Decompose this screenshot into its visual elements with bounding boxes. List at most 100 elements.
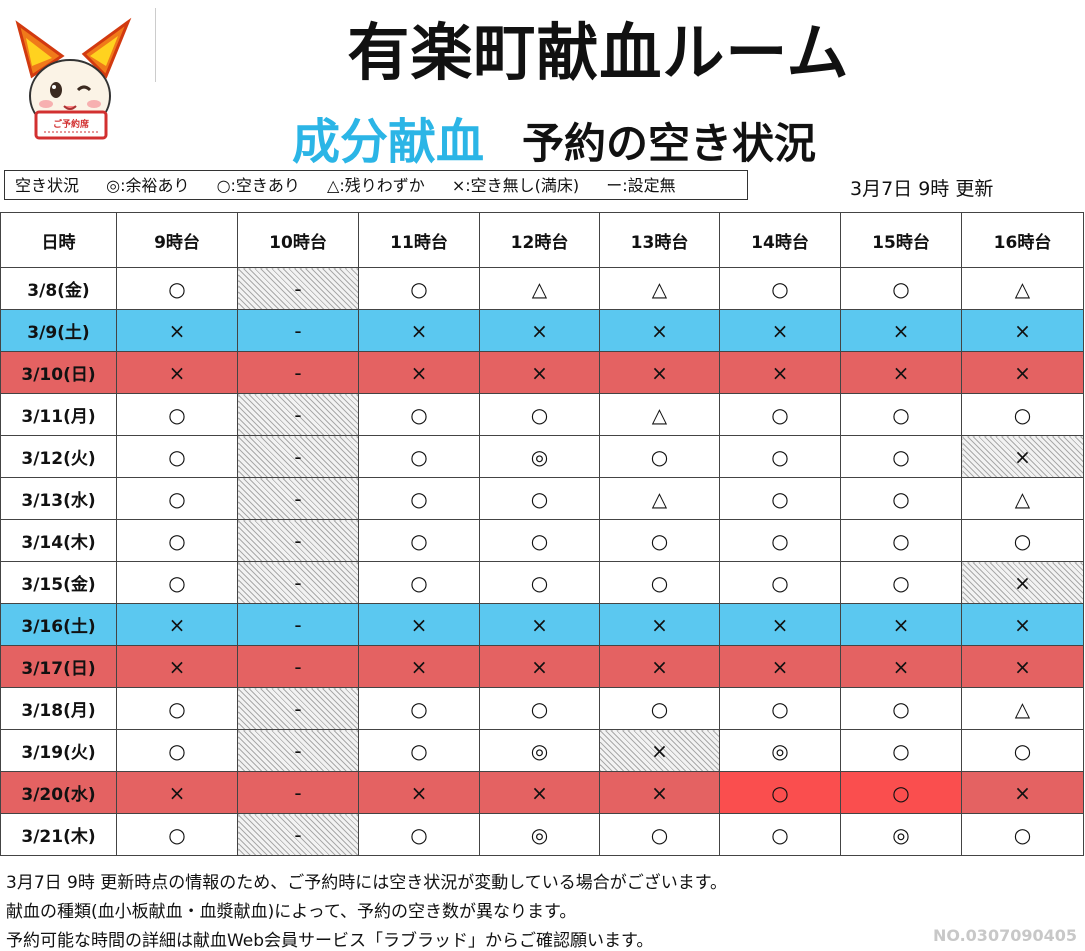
slot-cell: ○ — [116, 729, 238, 772]
slot-cell: ○ — [358, 561, 480, 604]
slot-cell: ○ — [358, 477, 480, 520]
availability-table: 日時 9時台 10時台 11時台 12時台 13時台 14時台 15時台 16時… — [0, 212, 1084, 856]
legend-item: 空き状況 — [15, 176, 80, 195]
slot-cell: × — [116, 309, 238, 352]
slot-cell: ○ — [116, 561, 238, 604]
slot-cell: ○ — [479, 519, 600, 562]
table-row: 3/16(土) × - × × × × × × — [0, 603, 1084, 646]
slot-cell: - — [237, 519, 359, 562]
date-cell: 3/11(月) — [0, 393, 117, 436]
legend-box: 空き状況 ◎:余裕あり ○:空きあり △:残りわずか ×:空き無し(満床) ー:… — [4, 170, 748, 200]
page-title: 有楽町献血ルーム — [347, 16, 850, 89]
date-cell: 3/18(月) — [0, 687, 117, 730]
mascot-sign-text: ご予約席 — [53, 118, 89, 130]
column-header: 13時台 — [599, 212, 720, 268]
document-number: NO.0307090405 — [932, 926, 1077, 945]
slot-cell: ○ — [961, 813, 1084, 856]
table-row: 3/13(水) ○ - ○ ○ △ ○ ○ △ — [0, 477, 1084, 520]
slot-cell: ○ — [840, 477, 962, 520]
slot-cell: △ — [599, 393, 720, 436]
table-header-row: 日時 9時台 10時台 11時台 12時台 13時台 14時台 15時台 16時… — [0, 212, 1084, 268]
slot-cell: ○ — [719, 519, 841, 562]
slot-cell: × — [599, 309, 720, 352]
date-cell: 3/12(火) — [0, 435, 117, 478]
date-cell: 3/20(水) — [0, 771, 117, 814]
slot-cell: ○ — [840, 393, 962, 436]
slot-cell: ○ — [840, 687, 962, 730]
slot-cell: ○ — [358, 435, 480, 478]
date-cell: 3/10(日) — [0, 351, 117, 394]
slot-cell: × — [961, 645, 1084, 688]
slot-cell: × — [961, 603, 1084, 646]
table-row: 3/18(月) ○ - ○ ○ ○ ○ ○ △ — [0, 687, 1084, 730]
column-header: 15時台 — [840, 212, 962, 268]
slot-cell: ○ — [116, 687, 238, 730]
legend-item: △:残りわずか — [327, 176, 425, 195]
slot-cell: × — [116, 645, 238, 688]
table-row: 3/20(水) × - × × × ○ ○ × — [0, 771, 1084, 814]
slot-cell: ○ — [719, 393, 841, 436]
slot-cell: - — [237, 267, 359, 310]
slot-cell: ○ — [719, 561, 841, 604]
slot-cell: ○ — [961, 519, 1084, 562]
slot-cell: ○ — [358, 267, 480, 310]
slot-cell: - — [237, 645, 359, 688]
column-header: 11時台 — [358, 212, 480, 268]
date-cell: 3/13(水) — [0, 477, 117, 520]
slot-cell: ○ — [479, 477, 600, 520]
slot-cell: ○ — [358, 813, 480, 856]
table-row: 3/8(金) ○ - ○ △ △ ○ ○ △ — [0, 267, 1084, 310]
slot-cell: △ — [599, 477, 720, 520]
legend-item: ◎:余裕あり — [106, 176, 190, 195]
slot-cell: ○ — [116, 267, 238, 310]
slot-cell: × — [599, 351, 720, 394]
slot-cell: - — [237, 771, 359, 814]
slot-cell: - — [237, 351, 359, 394]
updated-timestamp: 3月7日 9時 更新 — [850, 178, 994, 200]
date-cell: 3/19(火) — [0, 729, 117, 772]
slot-cell: × — [358, 603, 480, 646]
slot-cell: - — [237, 687, 359, 730]
slot-cell: ○ — [599, 561, 720, 604]
slot-cell: ○ — [961, 729, 1084, 772]
slot-cell: × — [719, 603, 841, 646]
slot-cell: × — [599, 771, 720, 814]
slot-cell: × — [479, 351, 600, 394]
slot-cell: × — [719, 351, 841, 394]
slot-cell: - — [237, 729, 359, 772]
slot-cell: ○ — [599, 687, 720, 730]
column-header: 12時台 — [479, 212, 600, 268]
slot-cell: ○ — [719, 687, 841, 730]
slot-cell: - — [237, 813, 359, 856]
slot-cell: ○ — [840, 519, 962, 562]
date-cell: 3/17(日) — [0, 645, 117, 688]
slot-cell: × — [599, 729, 720, 772]
column-header: 日時 — [0, 212, 117, 268]
slot-cell: - — [237, 477, 359, 520]
slot-cell: × — [358, 351, 480, 394]
slot-cell: - — [237, 393, 359, 436]
slot-cell: × — [961, 309, 1084, 352]
table-row: 3/17(日) × - × × × × × × — [0, 645, 1084, 688]
slot-cell: × — [116, 351, 238, 394]
legend-item: ×:空き無し(満床) — [451, 176, 580, 195]
subtitle-accent: 成分献血 — [292, 114, 485, 170]
slot-cell: × — [961, 771, 1084, 814]
slot-cell: ○ — [719, 435, 841, 478]
slot-cell: ○ — [719, 771, 841, 814]
table-row: 3/19(火) ○ - ○ ◎ × ◎ ○ ○ — [0, 729, 1084, 772]
column-header: 16時台 — [961, 212, 1084, 268]
slot-cell: × — [358, 771, 480, 814]
footer-note-2: 献血の種類(血小板献血・血漿献血)によって、予約の空き数が異なります。 — [6, 902, 577, 922]
slot-cell: × — [599, 603, 720, 646]
slot-cell: ◎ — [479, 813, 600, 856]
slot-cell: ○ — [116, 519, 238, 562]
date-cell: 3/21(木) — [0, 813, 117, 856]
slot-cell: × — [961, 561, 1084, 604]
slot-cell: × — [719, 309, 841, 352]
slot-cell: ○ — [961, 393, 1084, 436]
slot-cell: × — [840, 603, 962, 646]
date-cell: 3/8(金) — [0, 267, 117, 310]
slot-cell: ○ — [479, 393, 600, 436]
slot-cell: ◎ — [840, 813, 962, 856]
